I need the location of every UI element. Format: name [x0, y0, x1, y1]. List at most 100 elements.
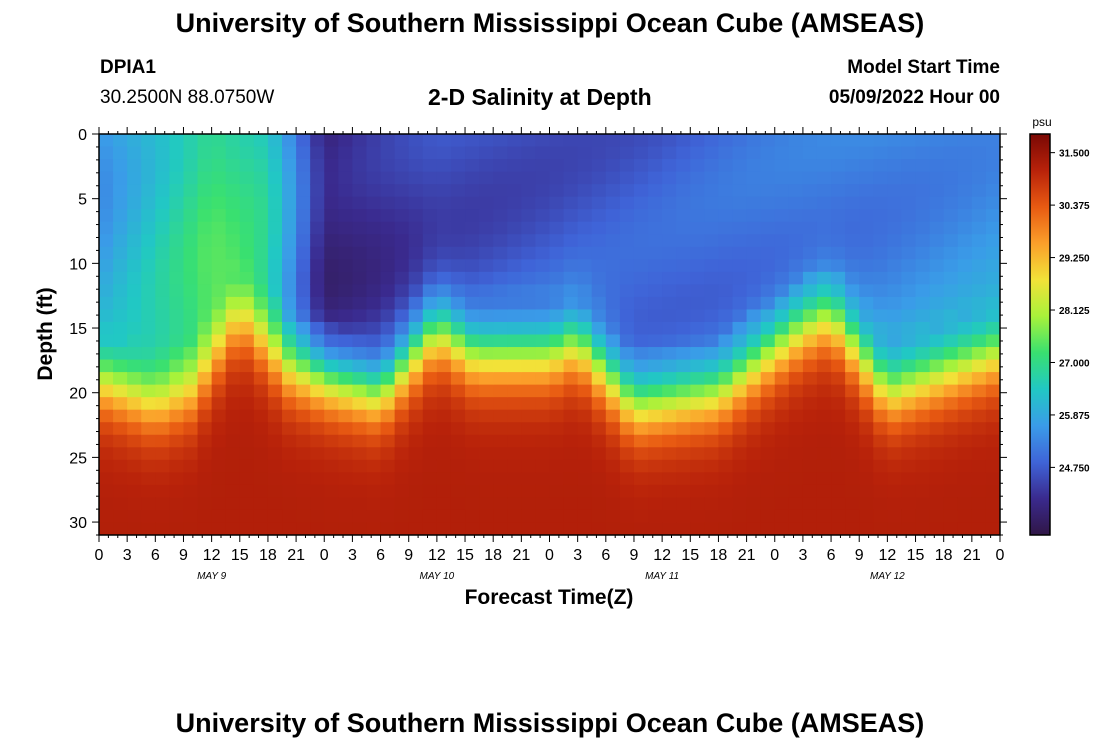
- heatmap-cell: [225, 434, 241, 448]
- heatmap-cell: [845, 509, 860, 524]
- heatmap-cell: [267, 159, 283, 173]
- heatmap-cell: [943, 259, 959, 273]
- heatmap-cell: [155, 509, 170, 524]
- heatmap-cell: [887, 422, 903, 436]
- heatmap-cell: [197, 209, 213, 223]
- heatmap-cell: [619, 259, 635, 273]
- heatmap-cell: [479, 384, 494, 398]
- heatmap-cell: [760, 359, 776, 373]
- heatmap-cell: [394, 246, 410, 260]
- heatmap-cell: [633, 196, 649, 210]
- heatmap-cell: [901, 459, 917, 473]
- heatmap-cell: [465, 146, 480, 160]
- heatmap-cell: [563, 447, 579, 461]
- heatmap-cell: [113, 134, 128, 148]
- heatmap-cell: [169, 509, 185, 524]
- heatmap-cell: [704, 134, 720, 148]
- heatmap-cell: [436, 397, 452, 411]
- heatmap-cell: [901, 134, 917, 148]
- heatmap-cell: [282, 384, 297, 398]
- heatmap-cell: [324, 484, 339, 499]
- heatmap-cell: [943, 334, 959, 348]
- heatmap-cell: [436, 484, 452, 499]
- heatmap-cell: [366, 522, 382, 535]
- heatmap-cell: [605, 196, 621, 210]
- heatmap-cell: [99, 384, 114, 398]
- heatmap-cell: [169, 159, 185, 173]
- heatmap-cell: [282, 271, 297, 285]
- heatmap-cell: [267, 234, 283, 248]
- heatmap-cell: [929, 409, 945, 423]
- heatmap-cell: [422, 271, 438, 285]
- heatmap-cell: [774, 171, 790, 185]
- heatmap-cell: [788, 159, 804, 173]
- heatmap-cell: [197, 184, 213, 198]
- heatmap-cell: [380, 384, 396, 398]
- heatmap-cell: [436, 409, 452, 423]
- heatmap-cell: [549, 146, 565, 160]
- heatmap-cell: [704, 522, 720, 535]
- heatmap-cell: [352, 422, 368, 436]
- heatmap-cell: [113, 146, 128, 160]
- heatmap-cell: [324, 434, 339, 448]
- heatmap-cell: [197, 259, 213, 273]
- heatmap-cell: [831, 221, 846, 235]
- heatmap-cell: [296, 309, 311, 323]
- heatmap-cell: [366, 296, 382, 311]
- station-id: DPIA1: [100, 57, 156, 78]
- heatmap-cell: [282, 184, 297, 198]
- heatmap-cell: [802, 321, 818, 336]
- heatmap-cell: [99, 497, 114, 511]
- heatmap-cell: [943, 459, 959, 473]
- heatmap-cell: [211, 209, 227, 223]
- heatmap-cell: [521, 296, 537, 311]
- heatmap-cell: [971, 296, 987, 311]
- heatmap-cell: [957, 146, 973, 160]
- heatmap-cell: [676, 159, 691, 173]
- heatmap-cell: [816, 234, 832, 248]
- heatmap-cell: [549, 296, 565, 311]
- heatmap-cell: [901, 409, 917, 423]
- heatmap-cell: [831, 184, 846, 198]
- heatmap-cell: [507, 384, 522, 398]
- heatmap-cell: [169, 234, 185, 248]
- heatmap-cell: [99, 284, 114, 298]
- heatmap-cell: [633, 509, 649, 524]
- heatmap-cell: [802, 497, 818, 511]
- heatmap-cell: [282, 309, 297, 323]
- heatmap-cell: [324, 146, 339, 160]
- heatmap-cell: [943, 171, 959, 185]
- heatmap-cell: [296, 397, 311, 411]
- heatmap-cell: [901, 196, 917, 210]
- heatmap-cell: [943, 522, 959, 535]
- heatmap-cell: [197, 347, 213, 361]
- heatmap-cell: [436, 184, 452, 198]
- heatmap-cell: [648, 296, 663, 311]
- heatmap-cell: [366, 134, 382, 148]
- heatmap-cell: [366, 309, 382, 323]
- heatmap-cell: [788, 397, 804, 411]
- heatmap-cell: [352, 334, 368, 348]
- heatmap-cell: [845, 459, 860, 473]
- heatmap-cell: [549, 422, 565, 436]
- heatmap-cell: [380, 309, 396, 323]
- heatmap-cell: [873, 234, 888, 248]
- heatmap-cell: [774, 409, 790, 423]
- heatmap-cell: [155, 459, 170, 473]
- heatmap-cell: [985, 434, 1000, 448]
- heatmap-cell: [718, 259, 734, 273]
- heatmap-cell: [296, 409, 311, 423]
- heatmap-cell: [225, 447, 241, 461]
- heatmap-cell: [507, 271, 522, 285]
- heatmap-cell: [141, 221, 156, 235]
- heatmap-cell: [127, 409, 142, 423]
- heatmap-cell: [507, 134, 522, 148]
- heatmap-cell: [450, 409, 466, 423]
- heatmap-cell: [549, 209, 565, 223]
- heatmap-cell: [155, 309, 170, 323]
- heatmap-cell: [985, 246, 1000, 260]
- heatmap-cell: [535, 221, 551, 235]
- heatmap-cell: [141, 372, 156, 386]
- heatmap-cell: [591, 384, 607, 398]
- heatmap-cell: [394, 384, 410, 398]
